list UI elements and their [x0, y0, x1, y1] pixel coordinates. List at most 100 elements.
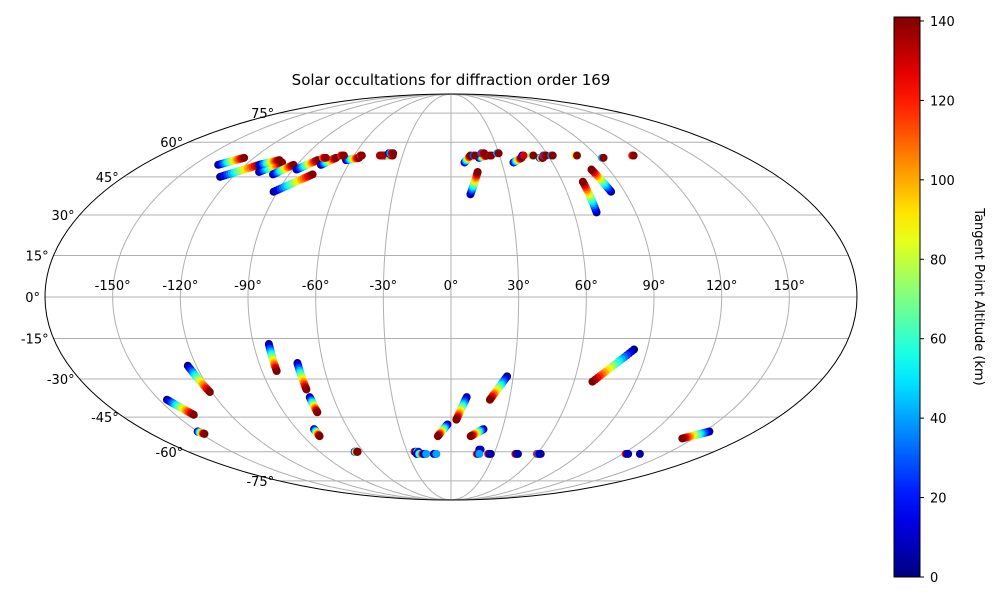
occultation-track	[485, 372, 512, 404]
lat-tick-label: -75°	[246, 475, 274, 490]
data-point	[189, 410, 198, 419]
occultation-track	[433, 420, 452, 441]
colorbar-tick-label: 80	[930, 253, 947, 268]
data-point	[302, 385, 311, 394]
data-point	[519, 151, 528, 160]
data-point	[475, 449, 484, 458]
colorbar-tick-label: 120	[930, 94, 955, 109]
occultation-cluster	[598, 153, 608, 162]
lat-tick-label: 15°	[26, 249, 49, 264]
lat-tick-label: -45°	[91, 411, 119, 426]
lon-tick-label: 60°	[575, 279, 598, 294]
data-point	[313, 408, 322, 417]
gridline-lon	[112, 93, 452, 501]
data-point	[389, 149, 398, 158]
latitude-tick-labels: 75° 60° 45° 30° 15° 0° -15° -30° -45° -60° -75°	[21, 107, 274, 490]
longitude-tick-labels: -150° -120° -90° -60° -30° 0° 30° 60° 90° 120° 150…	[95, 279, 805, 294]
data-point	[635, 449, 644, 458]
data-point	[529, 151, 538, 160]
occultation-cluster	[493, 149, 503, 158]
occultation-track	[678, 427, 714, 443]
data-point	[315, 432, 324, 441]
lon-tick-label: 30°	[507, 279, 530, 294]
occultation-cluster	[429, 449, 441, 458]
occultation-cluster	[532, 449, 545, 458]
data-point	[452, 415, 461, 424]
occultation-cluster	[337, 151, 348, 160]
lon-tick-label: -90°	[234, 279, 262, 294]
map-boundary	[44, 93, 858, 501]
occultation-track	[452, 393, 471, 424]
data-point	[588, 377, 597, 386]
occultation-track	[305, 393, 322, 417]
lat-tick-label: 30°	[52, 209, 75, 224]
data-point	[486, 449, 495, 458]
lat-tick-label: -15°	[21, 333, 49, 348]
lon-tick-label: 0°	[444, 279, 459, 294]
occultation-cluster	[571, 151, 582, 160]
colorbar-tick-label: 0	[930, 571, 938, 586]
occultation-track	[183, 361, 214, 397]
occultation-track	[588, 345, 639, 386]
data-point	[353, 447, 362, 456]
data-point	[578, 177, 587, 186]
data-point	[339, 151, 348, 160]
data-point	[432, 449, 441, 458]
data-point	[433, 432, 442, 441]
gridline-lon	[247, 93, 452, 501]
occultation-track	[466, 167, 482, 199]
occultation-cluster	[356, 151, 366, 160]
occultation-cluster	[469, 151, 480, 160]
gridline-lon	[315, 93, 452, 501]
gridline-lon	[382, 93, 452, 501]
occultation-track	[193, 427, 209, 438]
occultation-track	[310, 425, 324, 441]
occultation-track	[293, 359, 311, 394]
data-point	[473, 167, 482, 176]
occultation-cluster	[527, 151, 538, 160]
occultation-cluster	[384, 149, 398, 158]
lon-tick-label: -120°	[162, 279, 198, 294]
occultation-track	[578, 177, 601, 217]
data-point	[378, 151, 387, 160]
gridline-lon	[450, 93, 790, 501]
data-point	[308, 170, 317, 179]
colorbar-tick-label: 100	[930, 174, 955, 189]
occultation-track	[587, 165, 616, 196]
data-point	[321, 153, 330, 162]
occultation-track	[292, 156, 322, 174]
occultation-cluster	[635, 449, 644, 458]
lon-tick-label: -60°	[302, 279, 330, 294]
occultation-clusters	[318, 149, 644, 458]
data-point	[536, 449, 545, 458]
occultation-track	[269, 160, 298, 179]
occultation-track	[214, 153, 249, 169]
graticule	[45, 93, 857, 501]
occultation-cluster	[628, 151, 638, 160]
data-point	[357, 151, 366, 160]
colorbar-ticks: 0 20 40 60 80 100 120 140	[920, 15, 955, 586]
occultation-cluster	[518, 151, 528, 160]
occultation-track	[255, 156, 284, 169]
lon-tick-label: 90°	[642, 279, 665, 294]
data-point	[275, 156, 284, 165]
lat-tick-label: 75°	[251, 107, 274, 122]
occultation-track	[264, 340, 281, 376]
colorbar-tick-label: 40	[930, 412, 947, 427]
occultation-track	[269, 170, 317, 196]
lat-tick-label: 0°	[25, 291, 40, 306]
data-point	[678, 434, 687, 443]
data-point	[485, 395, 494, 404]
colorbar: 0 20 40 60 80 100 120 140 Tangent Point Altitud…	[893, 15, 986, 586]
occultation-cluster	[477, 149, 489, 158]
lon-tick-label: -30°	[369, 279, 397, 294]
occultation-track	[216, 160, 264, 181]
chart-title: Solar occultations for diffraction order…	[292, 71, 611, 89]
occultation-cluster	[484, 449, 495, 458]
data-point	[548, 151, 557, 160]
lat-tick-label: -60°	[156, 446, 184, 461]
lat-tick-label: -30°	[47, 373, 75, 388]
occultation-cluster	[375, 151, 387, 160]
gridline-lon	[450, 93, 520, 501]
